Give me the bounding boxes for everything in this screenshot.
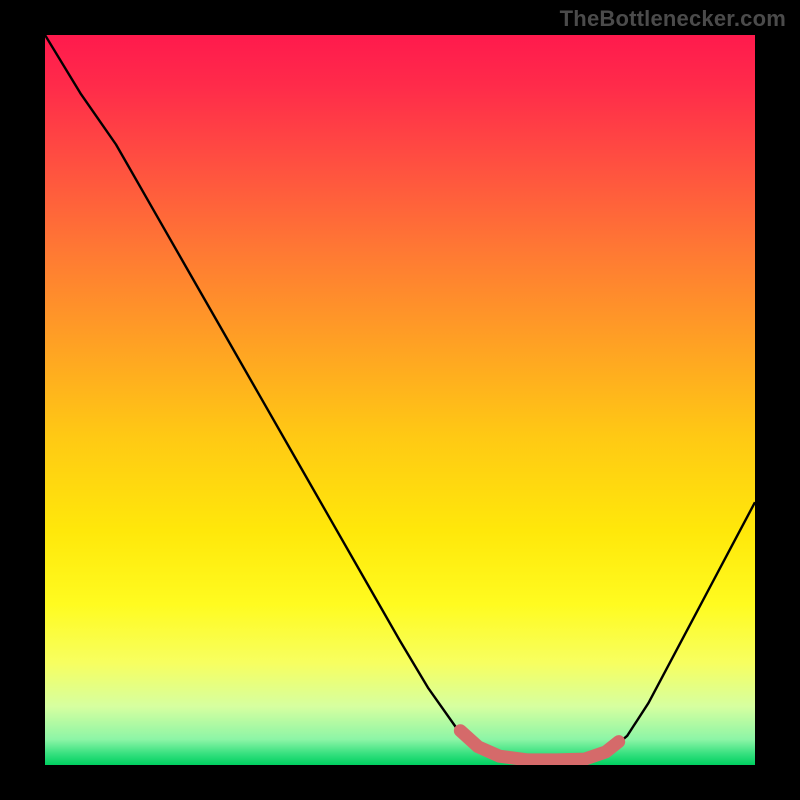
- plot-area: [45, 35, 755, 765]
- attribution-text: TheBottlenecker.com: [560, 6, 786, 32]
- chart-frame: TheBottlenecker.com: [0, 0, 800, 800]
- plot-svg: [45, 35, 755, 765]
- gradient-background: [45, 35, 755, 765]
